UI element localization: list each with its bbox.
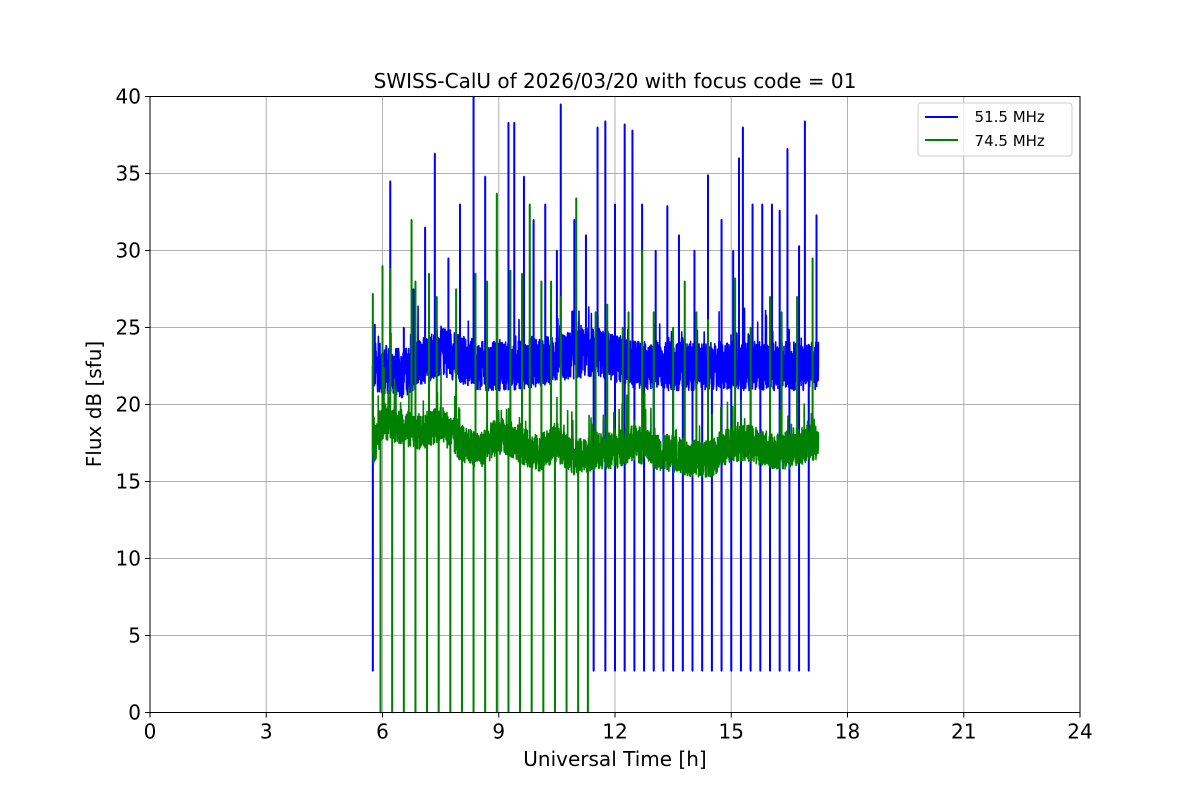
- x-tick-label-0: 0: [144, 720, 157, 744]
- x-tick-label-3: 3: [260, 720, 273, 744]
- x-tick-label-18: 18: [835, 720, 860, 744]
- series-51-5-line: [372, 95, 820, 672]
- legend: 51.5 MHz 74.5 MHz: [917, 102, 1073, 157]
- x-tick-label-21: 21: [951, 720, 976, 744]
- y-tick-label-30: 30: [116, 239, 141, 263]
- y-tick-label-5: 5: [128, 624, 141, 648]
- series-74-5-line: [372, 192, 820, 714]
- x-tick-label-6: 6: [376, 720, 389, 744]
- tick-labels: 0 3 6 9 12 15 18 21 24 0 5 10 15 20 25 30 35 40: [116, 85, 1093, 744]
- y-tick-label-20: 20: [116, 393, 141, 417]
- chart-title: SWISS-CalU of 2026/03/20 with focus code…: [374, 69, 857, 93]
- x-tick-label-15: 15: [719, 720, 744, 744]
- y-tick-label-10: 10: [116, 547, 141, 571]
- y-tick-label-15: 15: [116, 470, 141, 494]
- y-tick-label-40: 40: [116, 85, 141, 109]
- y-axis-label: Flux dB [sfu]: [82, 341, 106, 467]
- series-74-5: [371, 192, 820, 714]
- x-tick-label-9: 9: [492, 720, 505, 744]
- y-tick-label-25: 25: [116, 316, 141, 340]
- x-axis-label: Universal Time [h]: [523, 747, 706, 771]
- legend-label-51-5: 51.5 MHz: [965, 108, 1045, 126]
- series-51-5: [371, 95, 820, 672]
- x-tick-label-24: 24: [1067, 720, 1092, 744]
- series-layer: [371, 95, 820, 714]
- y-tick-label-0: 0: [128, 701, 141, 725]
- x-tick-label-12: 12: [602, 720, 627, 744]
- legend-label-74-5: 74.5 MHz: [965, 132, 1045, 150]
- ticks: [145, 96, 1081, 718]
- y-tick-label-35: 35: [116, 162, 141, 186]
